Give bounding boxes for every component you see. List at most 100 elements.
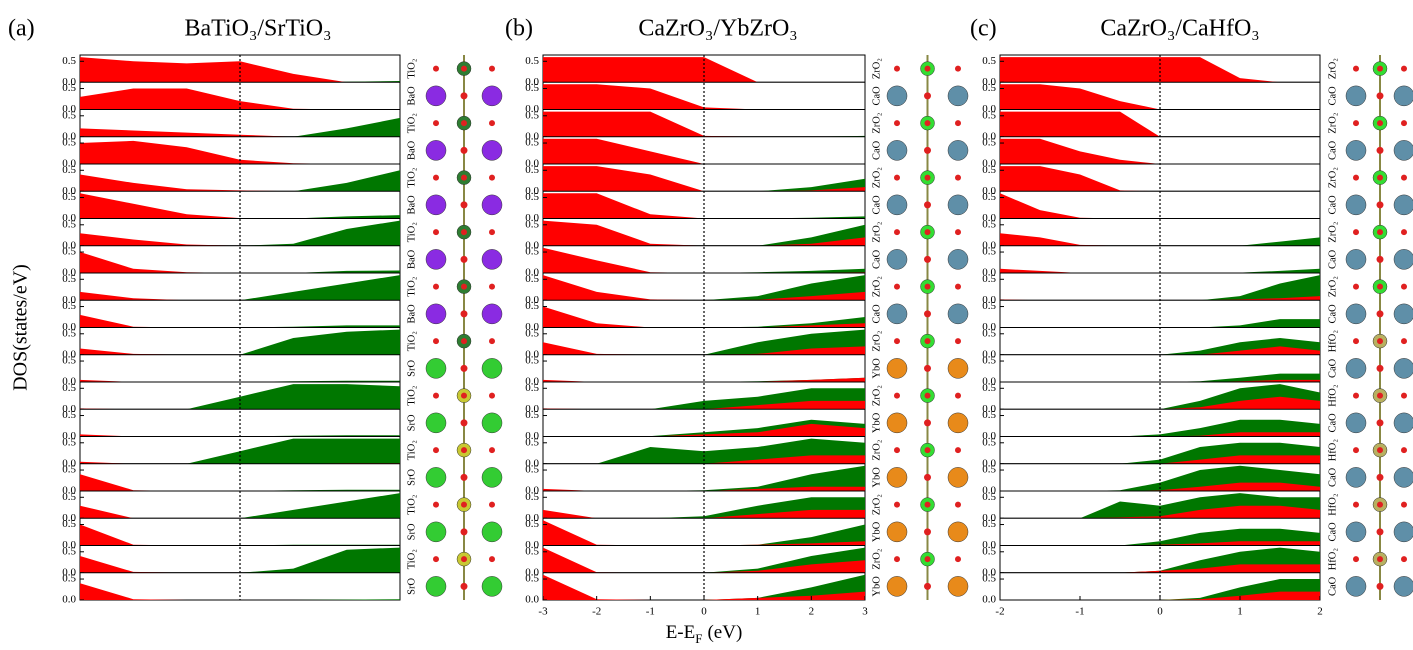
a-site-atom xyxy=(1345,194,1367,216)
dos-area xyxy=(543,138,865,164)
y-tick-label: 0.5 xyxy=(62,409,76,421)
oxygen-atom xyxy=(924,201,931,209)
dos-area xyxy=(80,493,400,519)
oxygen-atom xyxy=(489,174,495,181)
a-site-atom xyxy=(1393,467,1413,488)
a-site-atom xyxy=(1393,358,1413,379)
y-tick-label: 0.5 xyxy=(525,246,539,258)
layer-label: YbO xyxy=(871,576,882,597)
dos-area xyxy=(543,329,865,355)
y-tick-label: 0.0 xyxy=(982,539,996,551)
y-tick-label: 0.5 xyxy=(62,137,76,149)
dos-area xyxy=(80,270,400,273)
oxygen-atom xyxy=(1353,65,1359,72)
y-tick-label: 0.5 xyxy=(982,246,996,258)
y-tick-label: 0.0 xyxy=(982,321,996,333)
oxygen-atom xyxy=(461,501,467,508)
a-site-atom xyxy=(425,85,447,107)
y-tick-label: 0.0 xyxy=(525,457,539,469)
y-tick-label: 0.0 xyxy=(62,267,76,279)
y-tick-label: 0.5 xyxy=(525,273,539,285)
y-tick-label: 0.5 xyxy=(525,573,539,585)
y-tick-label: 0.5 xyxy=(982,273,996,285)
dos-area xyxy=(80,329,400,355)
y-tick-label: 0.5 xyxy=(62,218,76,230)
a-site-atom xyxy=(1393,521,1413,543)
y-tick-label: 0.0 xyxy=(525,130,539,142)
y-tick-label: 0.0 xyxy=(525,76,539,88)
oxygen-atom xyxy=(1353,283,1359,290)
dos-area xyxy=(1000,138,1320,164)
y-tick-label: 0.5 xyxy=(62,355,76,367)
oxygen-atom xyxy=(1353,174,1359,181)
dos-area xyxy=(80,170,400,192)
y-tick-label: 0.5 xyxy=(982,218,996,230)
y-tick-label: 0.5 xyxy=(525,109,539,121)
y-tick-label: 0.5 xyxy=(982,382,996,394)
oxygen-atom xyxy=(460,92,468,100)
y-tick-label: 0.5 xyxy=(982,491,996,503)
a-site-atom xyxy=(481,412,503,434)
x-axis-label: E-EF (eV) xyxy=(666,622,743,646)
dos-area xyxy=(80,314,400,328)
oxygen-atom xyxy=(955,120,961,127)
oxygen-atom xyxy=(1377,338,1383,345)
layer-label: TiO₂ xyxy=(406,113,417,134)
oxygen-atom xyxy=(955,174,961,181)
oxygen-atom xyxy=(1376,255,1384,263)
oxygen-atom xyxy=(489,338,495,345)
y-tick-label: 0.0 xyxy=(62,512,76,524)
y-tick-label: 0.0 xyxy=(62,103,76,115)
oxygen-atom xyxy=(955,338,961,345)
panel-label: (a) xyxy=(8,16,35,42)
a-site-atom xyxy=(947,358,969,379)
layer-label: ZrO₂ xyxy=(1327,221,1338,242)
y-tick-label: 0.5 xyxy=(62,273,76,285)
dos-area xyxy=(1000,111,1320,137)
layer-label: HfO₂ xyxy=(1327,330,1338,353)
layer-label: BaO xyxy=(406,195,417,215)
a-site-atom xyxy=(1393,85,1413,107)
x-axis-label-unit: (eV) xyxy=(707,622,742,643)
layer-label: BaO xyxy=(406,86,417,106)
y-tick-label: 0.5 xyxy=(62,109,76,121)
dos-area xyxy=(80,505,400,519)
a-site-atom xyxy=(886,358,908,379)
y-tick-label: 0.0 xyxy=(62,430,76,442)
oxygen-atom xyxy=(1353,556,1359,563)
y-tick-label: 0.0 xyxy=(62,376,76,388)
oxygen-atom xyxy=(1376,528,1384,536)
y-tick-label: 0.0 xyxy=(62,539,76,551)
y-tick-label: 0.5 xyxy=(525,300,539,312)
layer-label: ZrO₂ xyxy=(871,221,882,242)
dos-area xyxy=(1000,319,1320,328)
a-site-atom xyxy=(1393,412,1413,434)
a-site-atom xyxy=(947,303,969,325)
dos-area xyxy=(80,291,400,301)
layer-label: BaO xyxy=(406,249,417,269)
oxygen-atom xyxy=(1377,283,1383,290)
oxygen-atom xyxy=(1353,501,1359,508)
layer-label: ZrO₂ xyxy=(871,494,882,515)
y-tick-label: 0.0 xyxy=(982,376,996,388)
a-site-atom xyxy=(947,467,969,488)
layer-label: ZrO₂ xyxy=(871,439,882,460)
oxygen-atom xyxy=(955,556,961,563)
a-site-atom xyxy=(947,140,969,161)
layer-label: BaO xyxy=(406,304,417,324)
oxygen-atom xyxy=(1377,120,1383,127)
y-tick-label: 0.5 xyxy=(982,191,996,203)
dos-area xyxy=(80,474,400,491)
a-site-atom xyxy=(481,576,503,597)
y-tick-label: 0.0 xyxy=(525,212,539,224)
y-tick-label: 0.0 xyxy=(525,185,539,197)
dos-area xyxy=(543,193,865,219)
layer-label: YbO xyxy=(871,521,882,542)
y-tick-label: 0.5 xyxy=(982,55,996,67)
dos-area xyxy=(80,233,400,246)
oxygen-atom xyxy=(894,65,900,72)
y-tick-label: 0.0 xyxy=(982,212,996,224)
a-site-atom xyxy=(947,249,969,270)
dos-area xyxy=(543,455,865,464)
dos-area xyxy=(543,400,865,410)
